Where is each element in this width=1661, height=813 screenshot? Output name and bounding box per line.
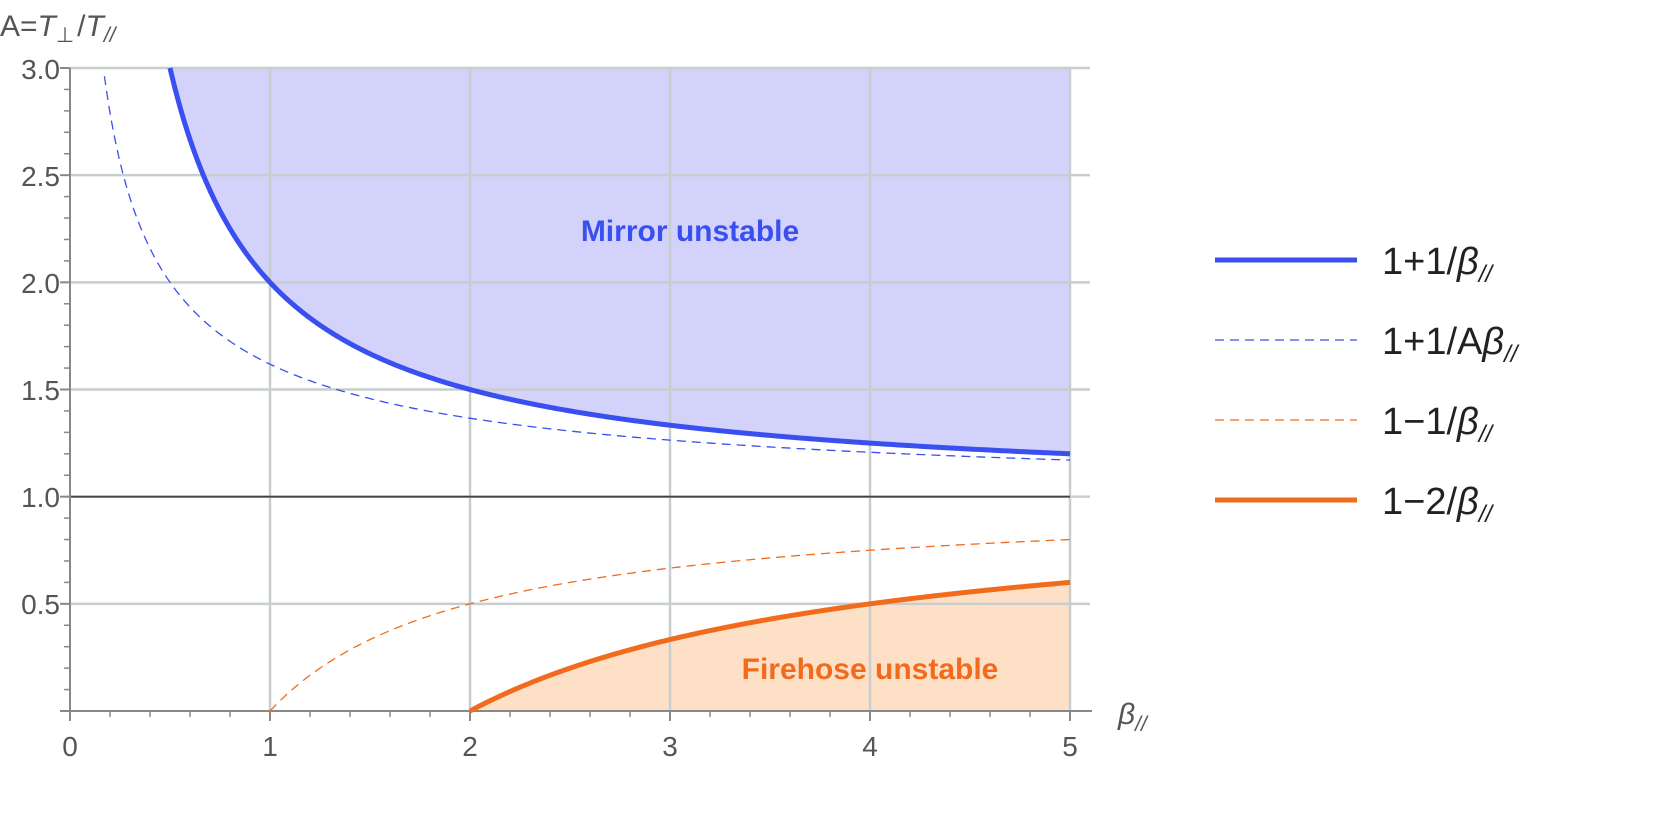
legend-entry-sub: // — [1477, 501, 1495, 528]
legend-entry-text: 1+1/ — [1382, 241, 1457, 283]
y-tick-label: 0.5 — [21, 589, 60, 620]
x-tick-label: 5 — [1062, 731, 1078, 762]
y-axis-title-t1-sub: ⊥ — [56, 24, 74, 47]
y-axis-title-t2: T — [86, 10, 107, 43]
series-line-0 — [167, 67, 1071, 457]
legend-entry-beta: β — [1456, 401, 1479, 443]
x-tick-label: 2 — [462, 731, 478, 762]
y-axis-title: A=T⊥/T// — [0, 10, 118, 47]
series-curves — [103, 67, 1071, 714]
firehose-unstable-region — [470, 582, 1070, 711]
legend-entry-beta: β — [1481, 321, 1504, 363]
y-tick-label: 3.0 — [21, 54, 60, 85]
legend: 1+1/β// 1+1/Aβ// 1−1/β// 1−2/β// — [1215, 241, 1520, 528]
firehose-region-label: Firehose unstable — [742, 653, 999, 686]
y-axis-title-slash: / — [77, 10, 86, 43]
x-tick-label: 1 — [262, 731, 278, 762]
y-tick-labels: 0.5 1.0 1.5 2.0 2.5 3.0 — [21, 54, 60, 620]
instability-region-fills — [170, 68, 1070, 711]
legend-entry-beta: β — [1456, 481, 1479, 523]
y-axis-title-t2-sub: // — [102, 24, 118, 47]
x-tick-label: 3 — [662, 731, 678, 762]
legend-entry-mirror-threshold: 1+1/β// — [1382, 241, 1494, 288]
y-tick-label: 1.0 — [21, 482, 60, 513]
y-tick-label: 2.5 — [21, 161, 60, 192]
x-axis-title: β// — [1117, 698, 1149, 736]
x-tick-label: 0 — [62, 731, 78, 762]
series-line-3 — [468, 579, 1071, 714]
legend-entry-text: 1−2/ — [1382, 481, 1457, 523]
legend-entry-sub: // — [1502, 341, 1520, 368]
tick-marks — [60, 67, 1071, 721]
legend-entry-sub: // — [1477, 261, 1495, 288]
x-tick-labels: 0 1 2 3 4 5 — [62, 731, 1078, 762]
legend-entry-mirror-dashed: 1+1/Aβ// — [1382, 321, 1520, 368]
y-axis-title-prefix: A= — [0, 10, 38, 43]
mirror-unstable-region — [170, 68, 1070, 454]
legend-entry-beta: β — [1456, 241, 1479, 283]
series-line-1 — [103, 76, 1071, 461]
legend-entry-firehose-threshold: 1−2/β// — [1382, 481, 1494, 528]
legend-entry-sub: // — [1477, 421, 1495, 448]
y-axis-title-t1: T — [38, 10, 59, 43]
y-tick-label: 1.5 — [21, 375, 60, 406]
x-axis-title-beta: β — [1117, 698, 1135, 731]
legend-entry-text: 1−1/ — [1382, 401, 1457, 443]
x-tick-label: 4 — [862, 731, 878, 762]
legend-entry-text: 1+1/A — [1382, 321, 1483, 363]
x-axis-title-sub: // — [1133, 713, 1149, 736]
y-tick-label: 2.0 — [21, 268, 60, 299]
mirror-region-label: Mirror unstable — [581, 215, 799, 248]
legend-entry-firehose-dashed: 1−1/β// — [1382, 401, 1494, 448]
